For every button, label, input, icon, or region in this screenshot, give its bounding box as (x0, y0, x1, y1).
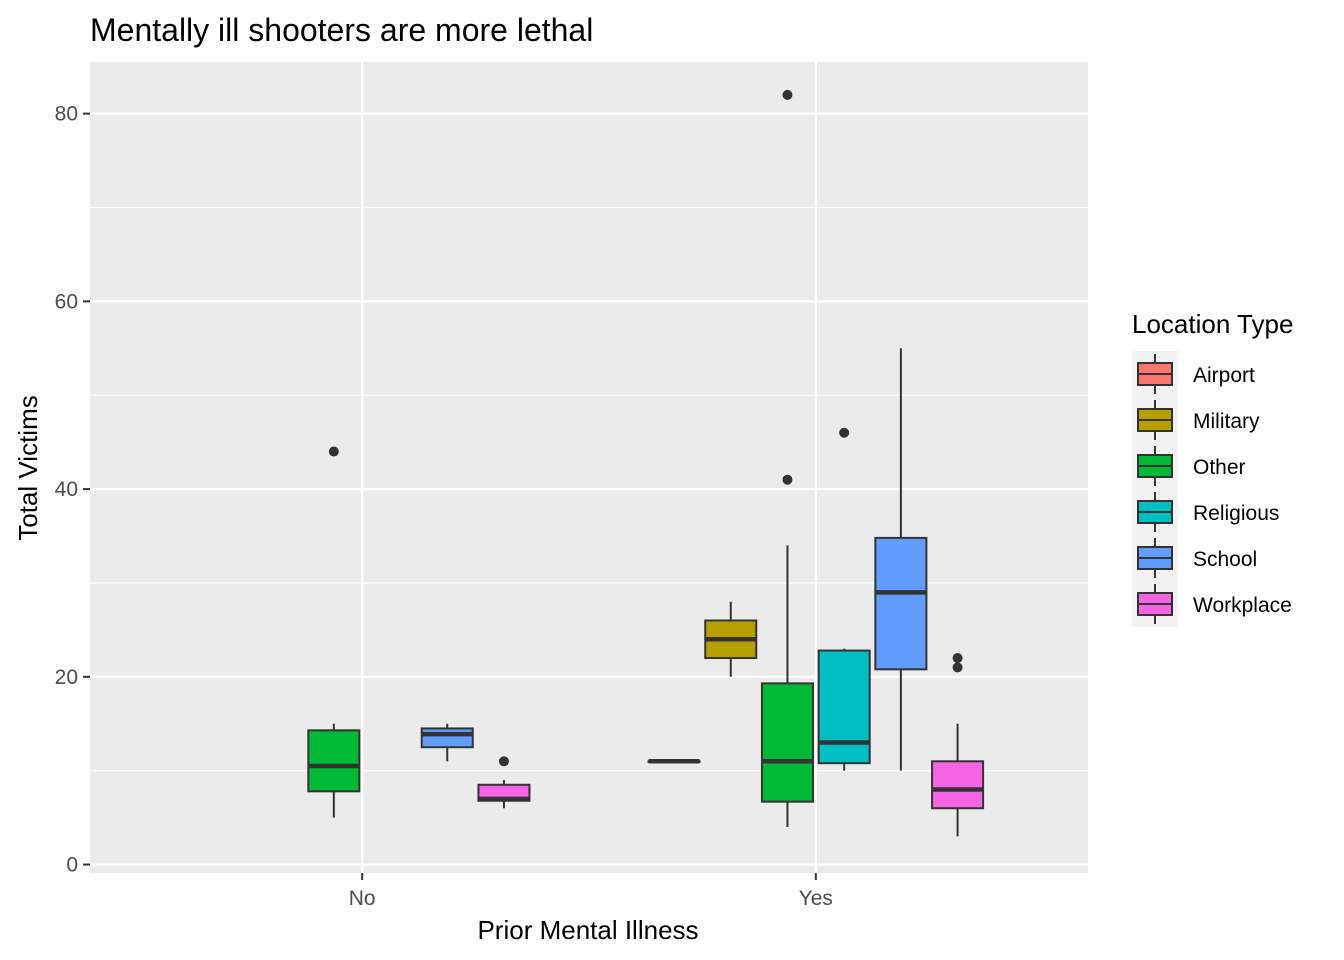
plot-panel (90, 62, 1088, 873)
box-yes-airport (647, 759, 701, 764)
legend-entry-military: Military (1137, 400, 1260, 440)
box-yes-workplace (931, 653, 985, 837)
y-axis-title: Total Victims (13, 395, 43, 540)
y-tick-label: 80 (55, 103, 78, 126)
grid-major (90, 62, 1088, 873)
outlier-point (782, 89, 793, 100)
box-body (817, 649, 871, 765)
box-no-other (307, 446, 361, 818)
x-tick-label: Yes (799, 887, 833, 910)
legend-label: Religious (1193, 502, 1279, 525)
chart-title: Mentally ill shooters are more lethal (90, 12, 593, 48)
legend-label: Workplace (1193, 594, 1292, 617)
outlier-point (952, 662, 963, 673)
box-no-school (420, 723, 474, 762)
y-tick-label: 0 (66, 854, 78, 877)
legend-key-background (1132, 351, 1178, 627)
box-body (307, 729, 361, 793)
box-body (874, 536, 928, 671)
y-tick-label: 60 (55, 290, 78, 313)
boxes (307, 89, 985, 837)
box-yes-religious (817, 427, 871, 771)
outlier-point (328, 446, 339, 457)
box-yes-military (704, 601, 758, 677)
box-body (931, 760, 985, 810)
legend-label: Other (1193, 456, 1246, 479)
legend-label: Military (1193, 410, 1260, 433)
legend-entry-school: School (1137, 538, 1257, 578)
legend-title: Location Type (1132, 309, 1293, 339)
box-body (420, 727, 474, 749)
y-tick-label: 40 (55, 478, 78, 501)
x-axis: No Yes (349, 873, 833, 910)
x-axis-title: Prior Mental Illness (477, 915, 698, 945)
outlier-point (498, 756, 509, 767)
box-yes-other (760, 89, 814, 828)
outlier-point (782, 474, 793, 485)
box-no-workplace (477, 756, 531, 809)
y-axis: 0 20 40 60 80 (55, 103, 90, 877)
y-tick-label: 20 (55, 666, 78, 689)
legend-entry-religious: Religious (1137, 492, 1279, 532)
legend-entry-workplace: Workplace (1137, 584, 1292, 624)
legend: Location Type Airport Military Other Religi… (1132, 309, 1293, 627)
legend-entry-other: Other (1137, 446, 1246, 486)
legend-label: School (1193, 548, 1257, 571)
legend-entry-airport: Airport (1137, 354, 1255, 394)
outlier-point (952, 653, 963, 664)
box-yes-school (874, 348, 928, 771)
x-tick-label: No (349, 887, 376, 910)
legend-label: Airport (1193, 364, 1255, 387)
outlier-point (839, 427, 850, 438)
box-body (760, 682, 814, 803)
